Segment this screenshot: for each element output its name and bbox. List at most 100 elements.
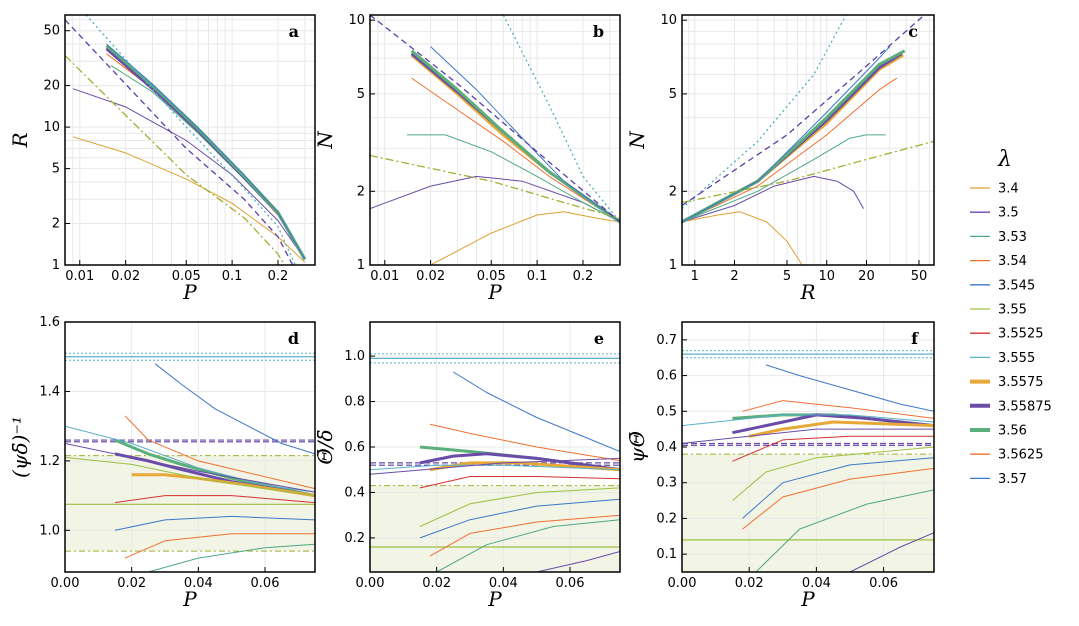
series-line-3.5625 [429,423,620,462]
series-line-bound-dotted [682,15,847,210]
series-line-3.5 [682,428,934,444]
y-tick-label: 1 [52,258,60,273]
y-tick-label: 0.4 [656,440,677,455]
series-line-bound-dotted [85,15,296,265]
series-line-3.55 [419,487,620,527]
series-line-3.5 [682,175,864,223]
series-line-3.555 [370,464,620,471]
x-tick-label: 0.05 [172,269,201,284]
y-axis-label: (ψδ̄)⁻¹ [8,416,32,478]
legend-entry: 3.5 [970,206,1019,221]
y-tick-label: 2 [669,184,677,199]
series-line-bound-dashed [370,15,620,223]
y-tick-label: 10 [660,13,677,28]
legend-label: 3.5575 [998,375,1044,390]
series-line-bound-dashed [682,15,925,207]
legend-label: 3.55875 [998,399,1052,414]
legend-label: 3.57 [998,472,1027,487]
panel-letter: a [289,22,299,41]
axes-frame [64,14,316,266]
y-tick-label: 1.0 [344,349,365,364]
x-tick-label: 0.04 [802,576,831,591]
legend-entry: 3.54 [970,254,1027,269]
series-line-bound-dotted [502,15,620,223]
legend-label: 3.5 [998,206,1019,221]
x-tick-label: 20 [858,269,875,284]
x-axis-label: P [182,280,197,304]
series-line-3.5575 [748,420,934,438]
legend-entry: 3.56 [970,424,1027,439]
x-tick-label: 0.04 [184,576,213,591]
series-line-3.4 [682,211,803,265]
x-tick-label: 0.06 [251,576,280,591]
series-line-3.57 [154,363,315,455]
series-line-3.55875 [105,47,307,261]
series-line-3.55875 [682,52,903,224]
x-tick-label: 0.01 [370,269,399,284]
series-line-bound-dashed [65,19,294,265]
x-axis-label: P [487,280,502,304]
plot-area [682,15,934,265]
series-line-3.57 [106,43,306,260]
panel-a: 0.01 0.02 0.05 0.1 0.2 1 2 5 10 20 50 P Ra [8,14,316,304]
series-line-3.5525 [419,476,620,489]
series-line-3.54 [742,467,934,530]
legend-label: 3.4 [998,182,1019,197]
series-line-3.57 [453,371,620,452]
series-line-3.4 [430,211,620,265]
plot-area [370,353,620,572]
panel-e: 0.00 0.02 0.04 0.06 0.2 0.4 0.6 0.8 1.0 P Θ̄/δ̄ e [313,321,621,611]
legend-label: 3.545 [998,278,1035,293]
y-tick-label: 0.2 [656,511,677,526]
series-line-3.5575 [429,461,620,472]
legend-label: 3.555 [998,351,1035,366]
y-tick-label: 5 [52,162,60,177]
series-line-3.53 [755,489,934,572]
x-tick-label: 1 [691,269,699,284]
x-tick-label: 2 [730,269,738,284]
x-axis-label: P [800,587,815,611]
legend-label: 3.56 [998,424,1027,439]
x-tick-label: 0.04 [489,576,518,591]
y-tick-label: 2 [52,216,60,231]
y-tick-label: 20 [43,79,60,94]
series-line-3.5525 [732,435,934,462]
panel-letter: b [593,22,604,41]
y-tick-label: 0.1 [656,547,677,562]
x-axis-label: P [487,587,502,611]
legend-entry: 3.555 [970,351,1035,366]
y-tick-label: 10 [43,120,60,135]
y-tick-label: 50 [43,24,60,39]
legend-entry: 3.57 [970,472,1027,487]
y-axis-label: ψΘ̄ [625,431,649,463]
y-tick-label: 2 [357,184,365,199]
legend-label: 3.55 [998,303,1027,318]
x-tick-label: 0.02 [735,576,764,591]
y-tick-label: 0.4 [344,485,365,500]
x-tick-label: 0.01 [65,269,94,284]
legend-entry: 3.55875 [970,399,1052,414]
series-line-3.54 [429,514,620,557]
y-tick-label: 1 [669,258,677,273]
x-tick-label: 0.2 [268,269,289,284]
series-line-3.555 [682,414,934,427]
legend-label: 3.5525 [998,327,1044,342]
series-line-3.5625 [742,400,934,419]
series-line-3.53 [148,543,315,572]
panel-b: 0.01 0.02 0.05 0.1 0.2 1 2 5 10 P Nb [313,13,621,304]
legend: λ 3.4 3.5 3.53 3.54 3.545 3.55 3.5525 3.555 3.55… [970,147,1052,487]
series-line-bound-dashdot [682,140,934,204]
x-axis-label: R [799,280,815,304]
legend-title: λ [997,147,1012,172]
y-tick-label: 1.0 [39,523,60,538]
series-line-3.4 [849,532,934,572]
x-tick-label: 0.06 [556,576,585,591]
y-tick-label: 1.2 [39,454,60,469]
legend-label: 3.5625 [998,448,1044,463]
panel-letter: f [911,329,919,348]
series-line-3.55 [732,446,934,501]
y-tick-label: 0.7 [656,333,677,348]
series-line-3.53 [682,134,886,223]
